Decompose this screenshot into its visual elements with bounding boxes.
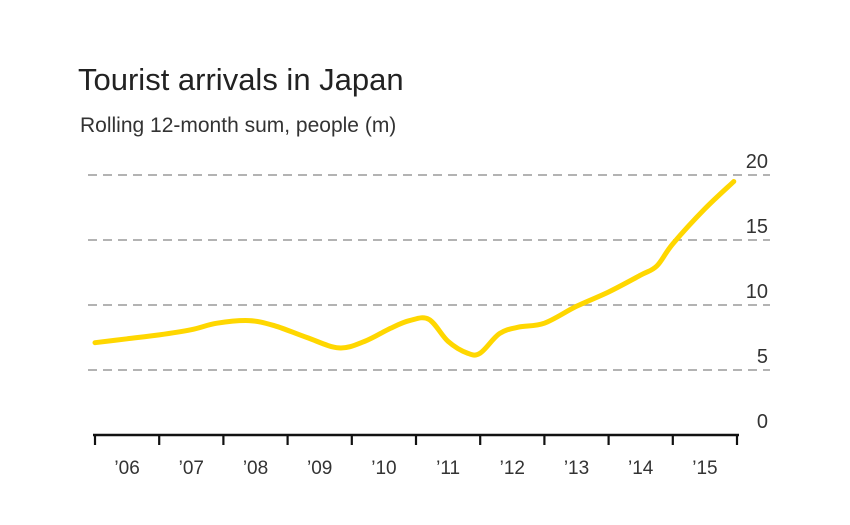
series-layer <box>92 179 737 358</box>
gridlines <box>88 174 770 371</box>
x-tick-label: ’09 <box>307 458 332 479</box>
x-tick-label: ’15 <box>692 458 717 479</box>
y-tick-label: 10 <box>746 281 768 303</box>
x-tick-label: ’11 <box>436 458 460 479</box>
x-tick-label: ’12 <box>500 458 525 479</box>
x-tick-label: ’08 <box>243 458 268 479</box>
chart-subtitle: Rolling 12-month sum, people (m) <box>80 114 397 137</box>
x-tick-label: ’10 <box>371 458 396 479</box>
y-axis-ticks: 0 5 10 15 20 <box>746 151 768 433</box>
x-tick-label: ’13 <box>564 458 589 479</box>
x-tick-label: ’14 <box>628 458 654 479</box>
x-axis-ticks: ’06 ’07 ’08 ’09 ’10 ’11 ’12 ’13 ’14 ’15 <box>114 458 717 479</box>
x-axis <box>93 433 739 445</box>
chart-title: Tourist arrivals in Japan <box>78 62 404 97</box>
y-tick-label: 20 <box>746 151 768 173</box>
x-tick-label: ’07 <box>179 458 204 479</box>
series-line <box>92 179 737 358</box>
y-tick-label: 15 <box>746 216 768 238</box>
y-tick-label: 0 <box>757 411 768 433</box>
y-tick-label: 5 <box>757 346 768 368</box>
x-tick-label: ’06 <box>114 458 139 479</box>
